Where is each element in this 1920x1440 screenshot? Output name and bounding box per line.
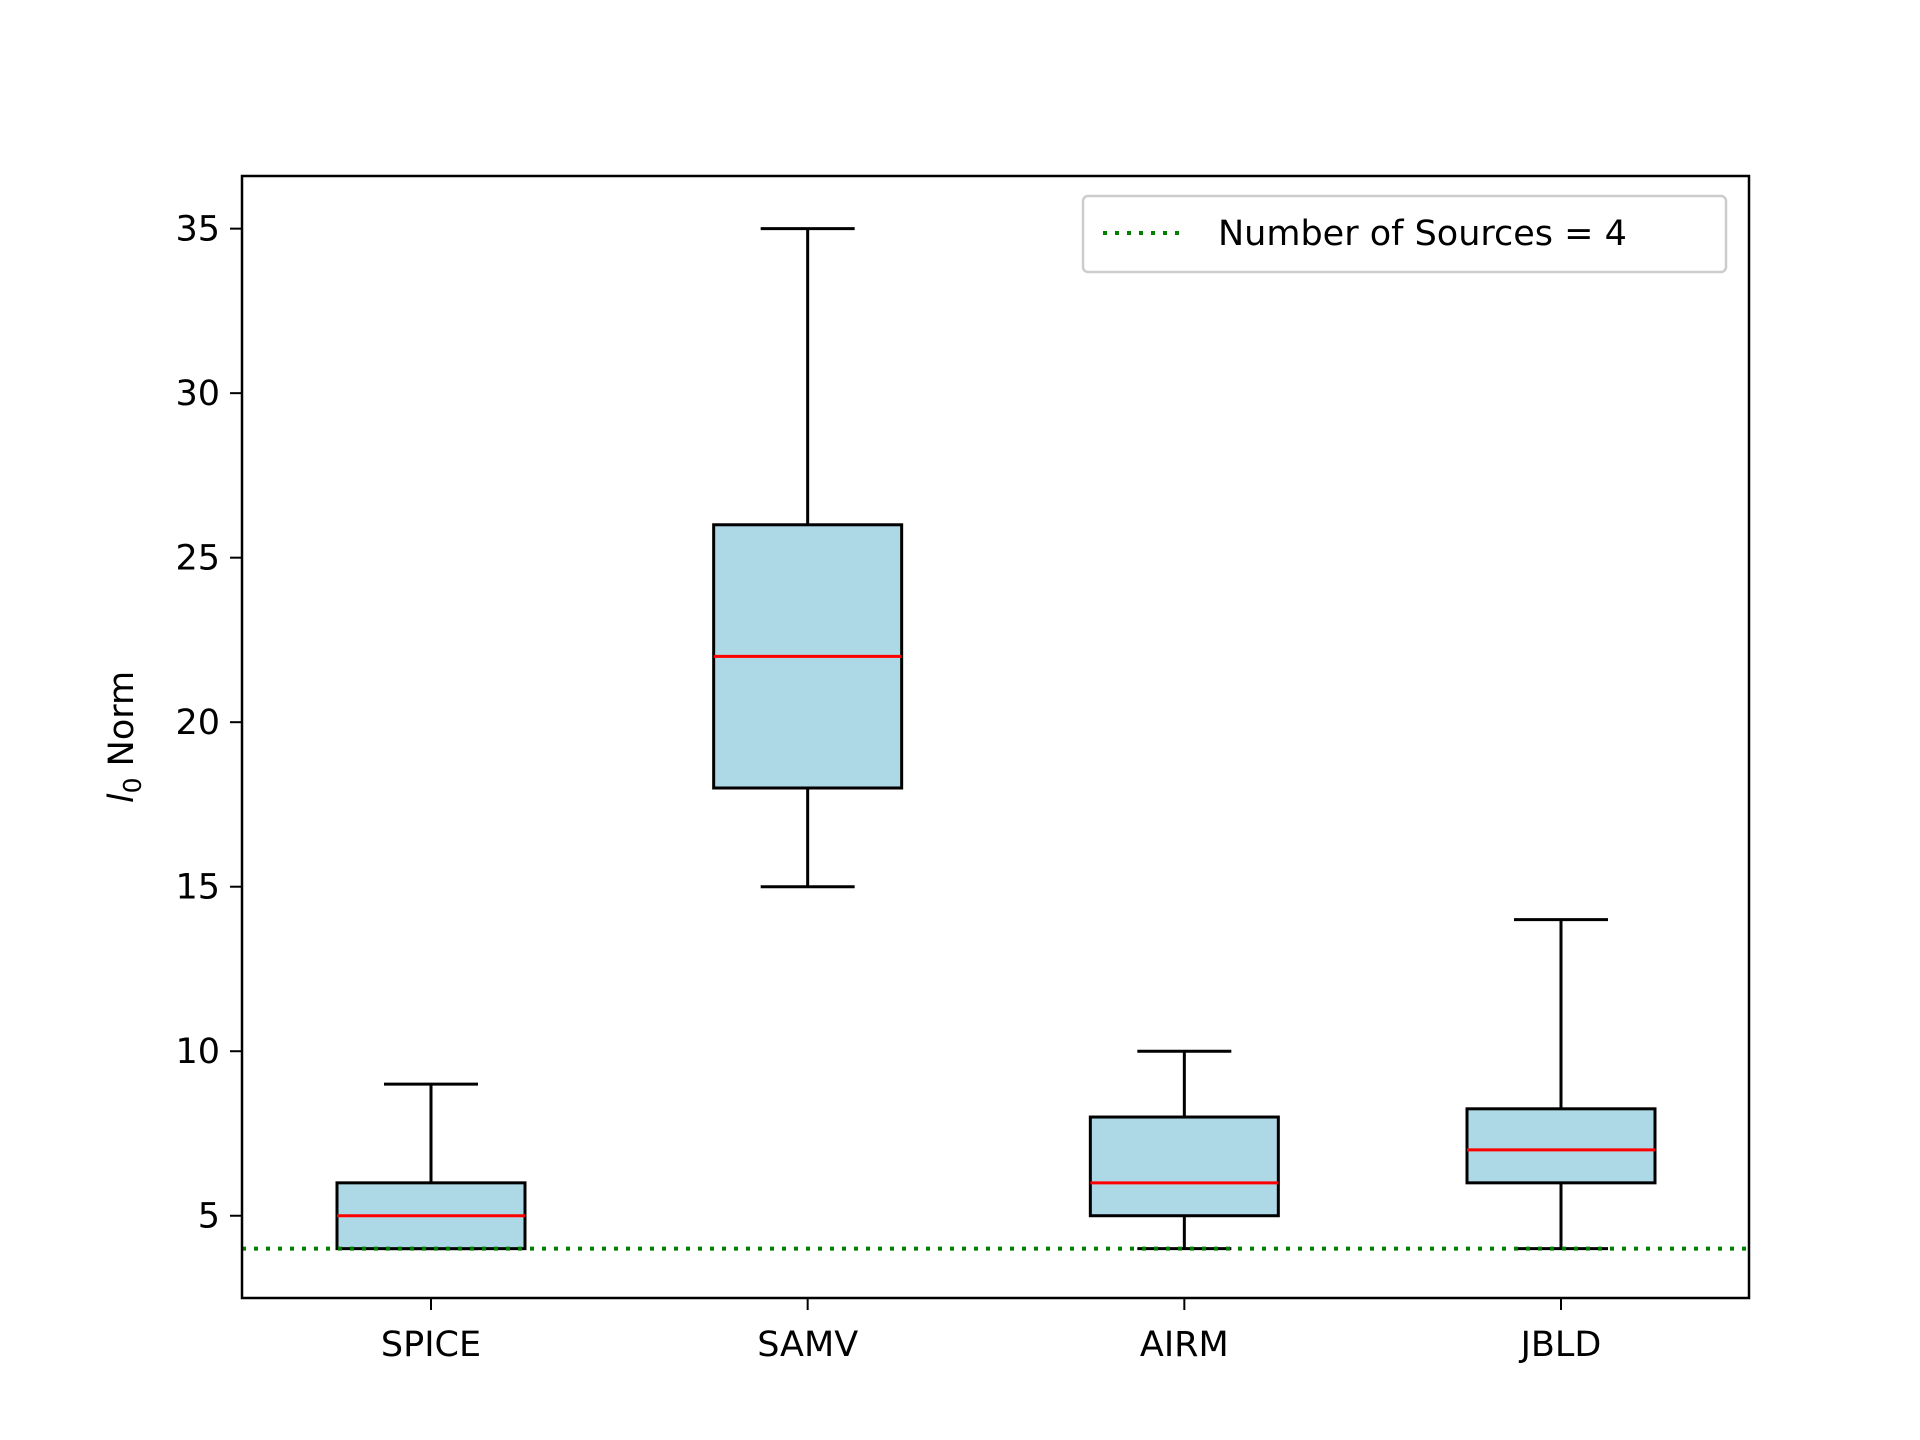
x-tick-label: JBLD: [1519, 1325, 1602, 1365]
legend: Number of Sources = 4: [1081, 194, 1728, 274]
x-tick-label: SPICE: [381, 1325, 481, 1365]
axes-frame: [240, 174, 1751, 1300]
plot-area: [240, 174, 1751, 1300]
y-axis-label-base: l: [102, 793, 142, 803]
y-tick-label: 15: [175, 868, 220, 908]
box-spice: [335, 1082, 527, 1251]
box-body: [1465, 1107, 1657, 1185]
y-axis-ticks: 5 10 15 20 25 30 35: [175, 210, 242, 1237]
box-body: [1088, 1115, 1280, 1218]
y-tick-label: 20: [175, 703, 220, 743]
y-tick-label: 35: [175, 210, 220, 250]
y-tick-label: 10: [175, 1032, 220, 1072]
y-tick-label: 5: [198, 1197, 220, 1237]
box-jbld: [1465, 918, 1657, 1251]
legend-label: Number of Sources = 4: [1218, 214, 1627, 254]
box-samv: [712, 227, 904, 889]
x-axis-ticks: SPICE SAMV AIRM JBLD: [381, 1298, 1602, 1365]
y-tick-label: 30: [175, 374, 220, 414]
legend-box: [1081, 194, 1728, 274]
box-airm: [1088, 1049, 1280, 1251]
x-tick-label: AIRM: [1140, 1325, 1229, 1365]
y-axis-label: l0 Norm: [102, 671, 147, 803]
y-axis-label-text: l0 Norm: [102, 671, 147, 803]
y-tick-label: 25: [175, 539, 220, 579]
y-axis-label-rest: Norm: [102, 671, 142, 778]
x-tick-label: SAMV: [757, 1325, 858, 1365]
y-axis-label-subscript: 0: [118, 777, 147, 793]
